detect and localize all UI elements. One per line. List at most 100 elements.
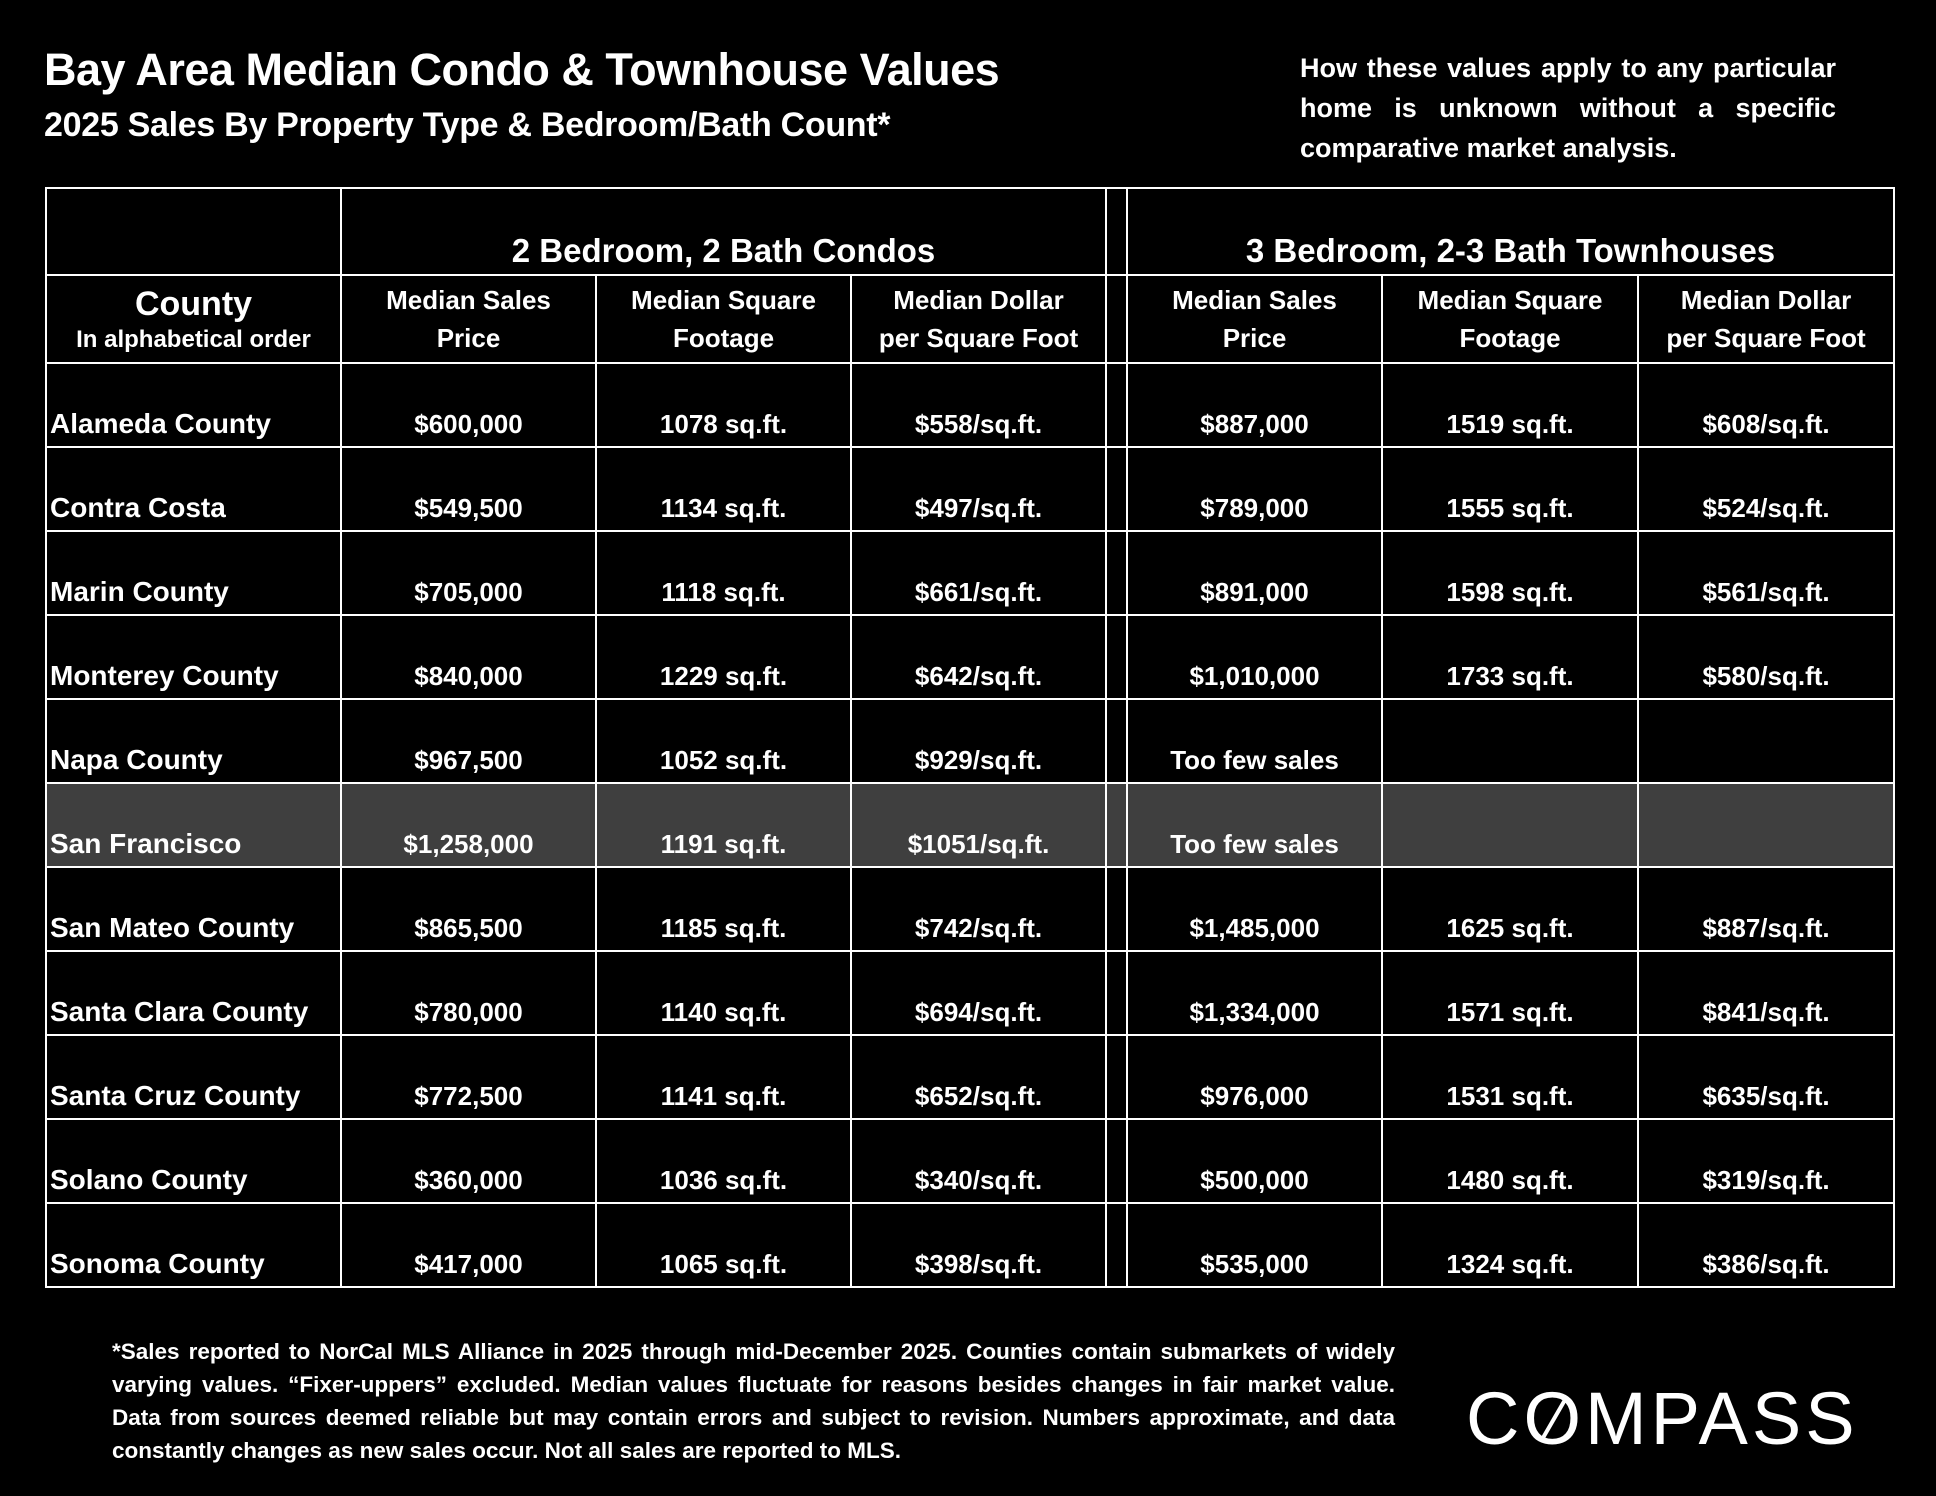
value-cell <box>1381 698 1640 784</box>
column-gap <box>1105 187 1129 276</box>
column-header: Median Dollar per Square Foot <box>849 274 1108 364</box>
table-row: Contra Costa $549,500 1134 sq.ft. $497/sq.f… <box>45 446 1896 532</box>
column-gap <box>1105 1202 1129 1288</box>
county-name: Monterey County <box>45 614 342 700</box>
blank-header-cell <box>45 187 342 276</box>
value-cell: $319/sq.ft. <box>1637 1118 1896 1204</box>
column-header: Median Square Footage <box>595 274 852 364</box>
value-cell: $386/sq.ft. <box>1637 1202 1896 1288</box>
value-cell: Too few sales <box>1126 698 1384 784</box>
value-cell: Too few sales <box>1126 782 1384 868</box>
group-header-row: 2 Bedroom, 2 Bath Condos 3 Bedroom, 2-3 … <box>45 187 1896 276</box>
county-name: Santa Cruz County <box>45 1034 342 1120</box>
column-header-line: Price <box>1222 323 1287 353</box>
county-header: County In alphabetical order <box>45 274 342 364</box>
column-header-line: Median Dollar <box>893 285 1064 315</box>
value-cell: $580/sq.ft. <box>1637 614 1896 700</box>
county-name: Napa County <box>45 698 342 784</box>
column-header: Median Dollar per Square Foot <box>1637 274 1896 364</box>
table-row: Alameda County $600,000 1078 sq.ft. $558/sq… <box>45 362 1896 448</box>
value-cell: $524/sq.ft. <box>1637 446 1896 532</box>
value-cell: 1555 sq.ft. <box>1381 446 1640 532</box>
table-row: San Mateo County $865,500 1185 sq.ft. $742/… <box>45 866 1896 952</box>
value-cell: 1480 sq.ft. <box>1381 1118 1640 1204</box>
value-cell: 1134 sq.ft. <box>595 446 852 532</box>
value-cell: $1,258,000 <box>340 782 597 868</box>
value-cell: 1036 sq.ft. <box>595 1118 852 1204</box>
table-row: Solano County $360,000 1036 sq.ft. $340/sq.… <box>45 1118 1896 1204</box>
value-cell: $694/sq.ft. <box>849 950 1108 1036</box>
county-name: San Francisco <box>45 782 342 868</box>
value-cell: 1052 sq.ft. <box>595 698 852 784</box>
value-cell: $398/sq.ft. <box>849 1202 1108 1288</box>
value-cell: 1324 sq.ft. <box>1381 1202 1640 1288</box>
table-row: Santa Clara County $780,000 1140 sq.ft. $69… <box>45 950 1896 1036</box>
column-header-line: per Square Foot <box>878 323 1079 353</box>
column-gap <box>1105 614 1129 700</box>
county-name: San Mateo County <box>45 866 342 952</box>
value-cell: $840,000 <box>340 614 597 700</box>
value-cell: $1051/sq.ft. <box>849 782 1108 868</box>
county-name: Marin County <box>45 530 342 616</box>
table-row: Napa County $967,500 1052 sq.ft. $929/sq.ft… <box>45 698 1896 784</box>
value-cell: $642/sq.ft. <box>849 614 1108 700</box>
value-cell: 1625 sq.ft. <box>1381 866 1640 952</box>
column-header-line: Median Square <box>631 285 816 315</box>
value-cell: $705,000 <box>340 530 597 616</box>
value-cell: 1191 sq.ft. <box>595 782 852 868</box>
column-gap <box>1105 1118 1129 1204</box>
compass-logo: COMPASS <box>1466 1377 1859 1460</box>
column-gap <box>1105 1034 1129 1120</box>
value-cell <box>1637 782 1896 868</box>
disclaimer-note: How these values apply to any particular… <box>1300 53 1836 163</box>
column-gap <box>1105 950 1129 1036</box>
column-header: Median Sales Price <box>340 274 597 364</box>
value-cell: $865,500 <box>340 866 597 952</box>
value-cell: 1229 sq.ft. <box>595 614 852 700</box>
table-row: Marin County $705,000 1118 sq.ft. $661/sq.f… <box>45 530 1896 616</box>
column-header-line: Median Dollar <box>1680 285 1852 315</box>
value-cell: $340/sq.ft. <box>849 1118 1108 1204</box>
column-header-line: per Square Foot <box>1666 323 1866 353</box>
column-header: Median Sales Price <box>1126 274 1384 364</box>
page-subtitle: 2025 Sales By Property Type & Bedroom/Ba… <box>44 106 891 144</box>
footnote: *Sales reported to NorCal MLS Alliance i… <box>112 1339 1395 1463</box>
column-header-line: Median Sales <box>1172 285 1337 315</box>
value-cell: 1118 sq.ft. <box>595 530 852 616</box>
value-cell: 1141 sq.ft. <box>595 1034 852 1120</box>
column-header-line: Price <box>436 323 501 353</box>
value-cell: 1140 sq.ft. <box>595 950 852 1036</box>
column-gap <box>1105 782 1129 868</box>
value-cell: 1519 sq.ft. <box>1381 362 1640 448</box>
table-row: Monterey County $840,000 1229 sq.ft. $642/s… <box>45 614 1896 700</box>
value-cell: $887/sq.ft. <box>1637 866 1896 952</box>
county-name: Solano County <box>45 1118 342 1204</box>
value-cell: $772,500 <box>340 1034 597 1120</box>
value-cell: 1185 sq.ft. <box>595 866 852 952</box>
table-row: Sonoma County $417,000 1065 sq.ft. $398/sq.… <box>45 1202 1896 1288</box>
column-gap <box>1105 530 1129 616</box>
group-header-townhouses: 3 Bedroom, 2-3 Bath Townhouses <box>1126 187 1896 276</box>
group-header-condos: 2 Bedroom, 2 Bath Condos <box>339 187 1108 276</box>
county-name: Contra Costa <box>45 446 342 532</box>
value-cell: $841/sq.ft. <box>1637 950 1896 1036</box>
county-header-title: County <box>134 285 253 323</box>
value-cell: $976,000 <box>1126 1034 1384 1120</box>
value-cell: $561/sq.ft. <box>1637 530 1896 616</box>
value-cell <box>1637 698 1896 784</box>
value-cell: $887,000 <box>1126 362 1384 448</box>
county-header-subtitle: In alphabetical order <box>76 326 311 353</box>
value-cell: $549,500 <box>340 446 597 532</box>
value-cell: $929/sq.ft. <box>849 698 1108 784</box>
county-name: Sonoma County <box>45 1202 342 1288</box>
column-header-line: Median Sales <box>386 285 551 315</box>
value-cell: $661/sq.ft. <box>849 530 1108 616</box>
column-gap <box>1105 698 1129 784</box>
column-gap <box>1105 362 1129 448</box>
table-row: San Francisco $1,258,000 1191 sq.ft. $1051/… <box>45 782 1896 868</box>
county-name: Alameda County <box>45 362 342 448</box>
column-gap <box>1105 446 1129 532</box>
value-cell: $967,500 <box>340 698 597 784</box>
values-table: 2 Bedroom, 2 Bath Condos 3 Bedroom, 2-3 … <box>45 187 1896 1288</box>
value-cell: $780,000 <box>340 950 597 1036</box>
